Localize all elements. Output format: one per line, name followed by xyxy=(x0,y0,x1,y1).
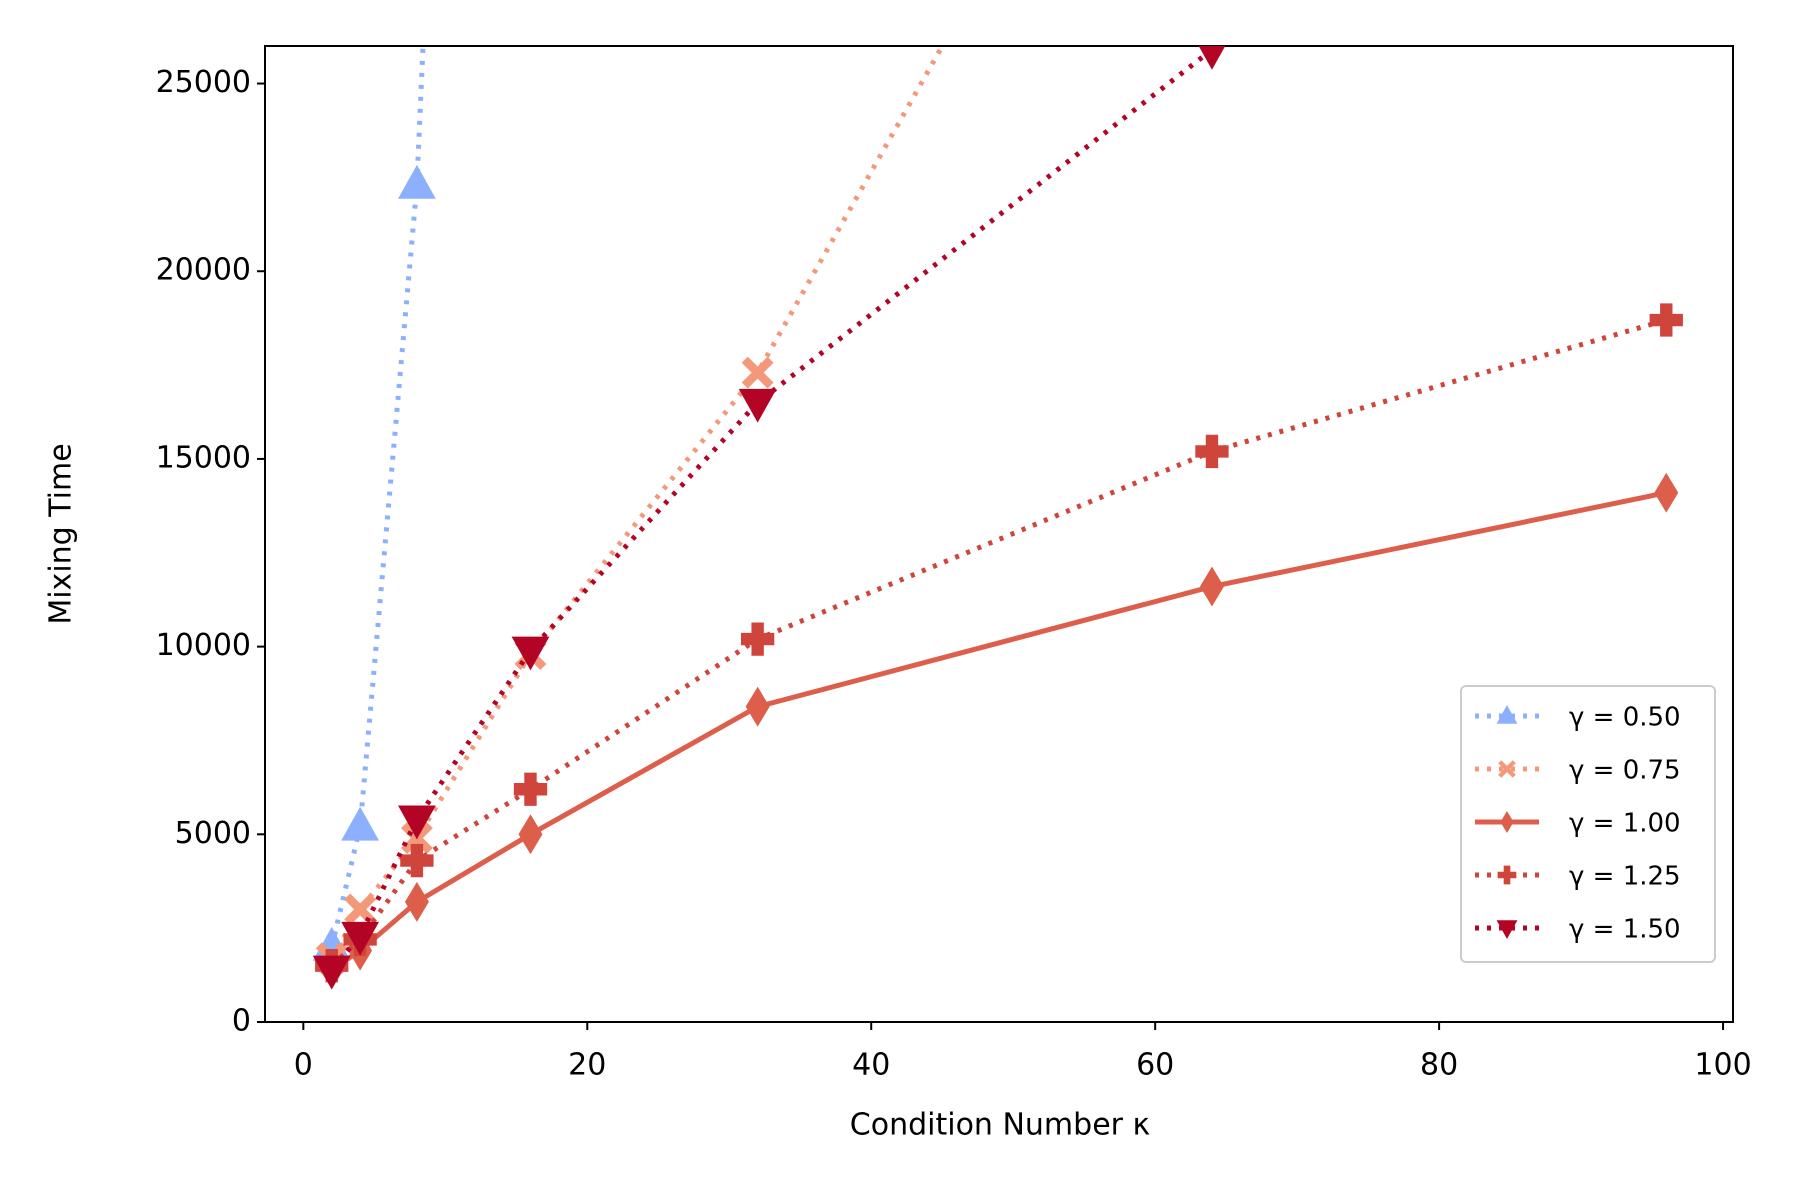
x-axis-label: Condition Number κ xyxy=(850,1108,1150,1143)
data-point xyxy=(1649,303,1683,337)
legend-label: γ = 1.50 xyxy=(1569,915,1681,945)
data-point xyxy=(741,356,774,389)
data-point xyxy=(312,955,351,990)
legend-label: γ = 1.00 xyxy=(1569,809,1681,839)
y-tick-label: 20000 xyxy=(156,253,251,288)
x-tick-label: 40 xyxy=(852,1048,890,1083)
x-tick-label: 100 xyxy=(1694,1048,1751,1083)
data-point xyxy=(1199,566,1224,607)
x-tick-label: 60 xyxy=(1136,1048,1174,1083)
legend-marker xyxy=(1496,705,1518,724)
series-line xyxy=(329,46,946,960)
y-tick-label: 5000 xyxy=(175,816,251,851)
plot-area xyxy=(312,46,1683,990)
legend-marker xyxy=(1500,811,1514,833)
legend-label: γ = 0.75 xyxy=(1569,756,1681,786)
legend-marker xyxy=(1496,920,1518,939)
y-tick-label: 25000 xyxy=(156,65,251,100)
data-point xyxy=(1195,434,1229,469)
data-point xyxy=(745,686,770,727)
data-point xyxy=(404,881,429,922)
legend-label: γ = 0.50 xyxy=(1569,703,1681,733)
data-point xyxy=(341,921,380,956)
data-point xyxy=(740,622,775,656)
data-point xyxy=(398,164,436,199)
legend: γ = 0.50 γ = 0.75 γ = 1.00 γ = 1.25 γ = 1.50 xyxy=(1460,685,1716,963)
data-point xyxy=(341,806,380,841)
legend-marker xyxy=(1497,865,1517,885)
legend-marker xyxy=(1498,760,1516,778)
data-point xyxy=(518,814,543,855)
series-line xyxy=(329,47,1214,972)
data-point xyxy=(513,772,548,806)
x-tick-label: 20 xyxy=(568,1048,606,1083)
x-tick-label: 0 xyxy=(294,1048,313,1083)
plot-frame xyxy=(264,45,1734,1023)
series-line xyxy=(329,46,426,948)
data-point xyxy=(738,388,777,423)
x-tick-label: 80 xyxy=(1420,1048,1458,1083)
y-axis-label: Mixing Time xyxy=(44,443,79,624)
data-point xyxy=(398,805,436,840)
y-tick-label: 15000 xyxy=(156,440,251,475)
y-tick-label: 10000 xyxy=(156,628,251,663)
legend-label: γ = 1.25 xyxy=(1569,862,1681,892)
data-point xyxy=(1198,46,1226,70)
legend-box xyxy=(1460,685,1716,963)
data-point xyxy=(511,636,550,671)
data-point xyxy=(1654,472,1679,513)
y-tick-label: 0 xyxy=(232,1004,251,1039)
